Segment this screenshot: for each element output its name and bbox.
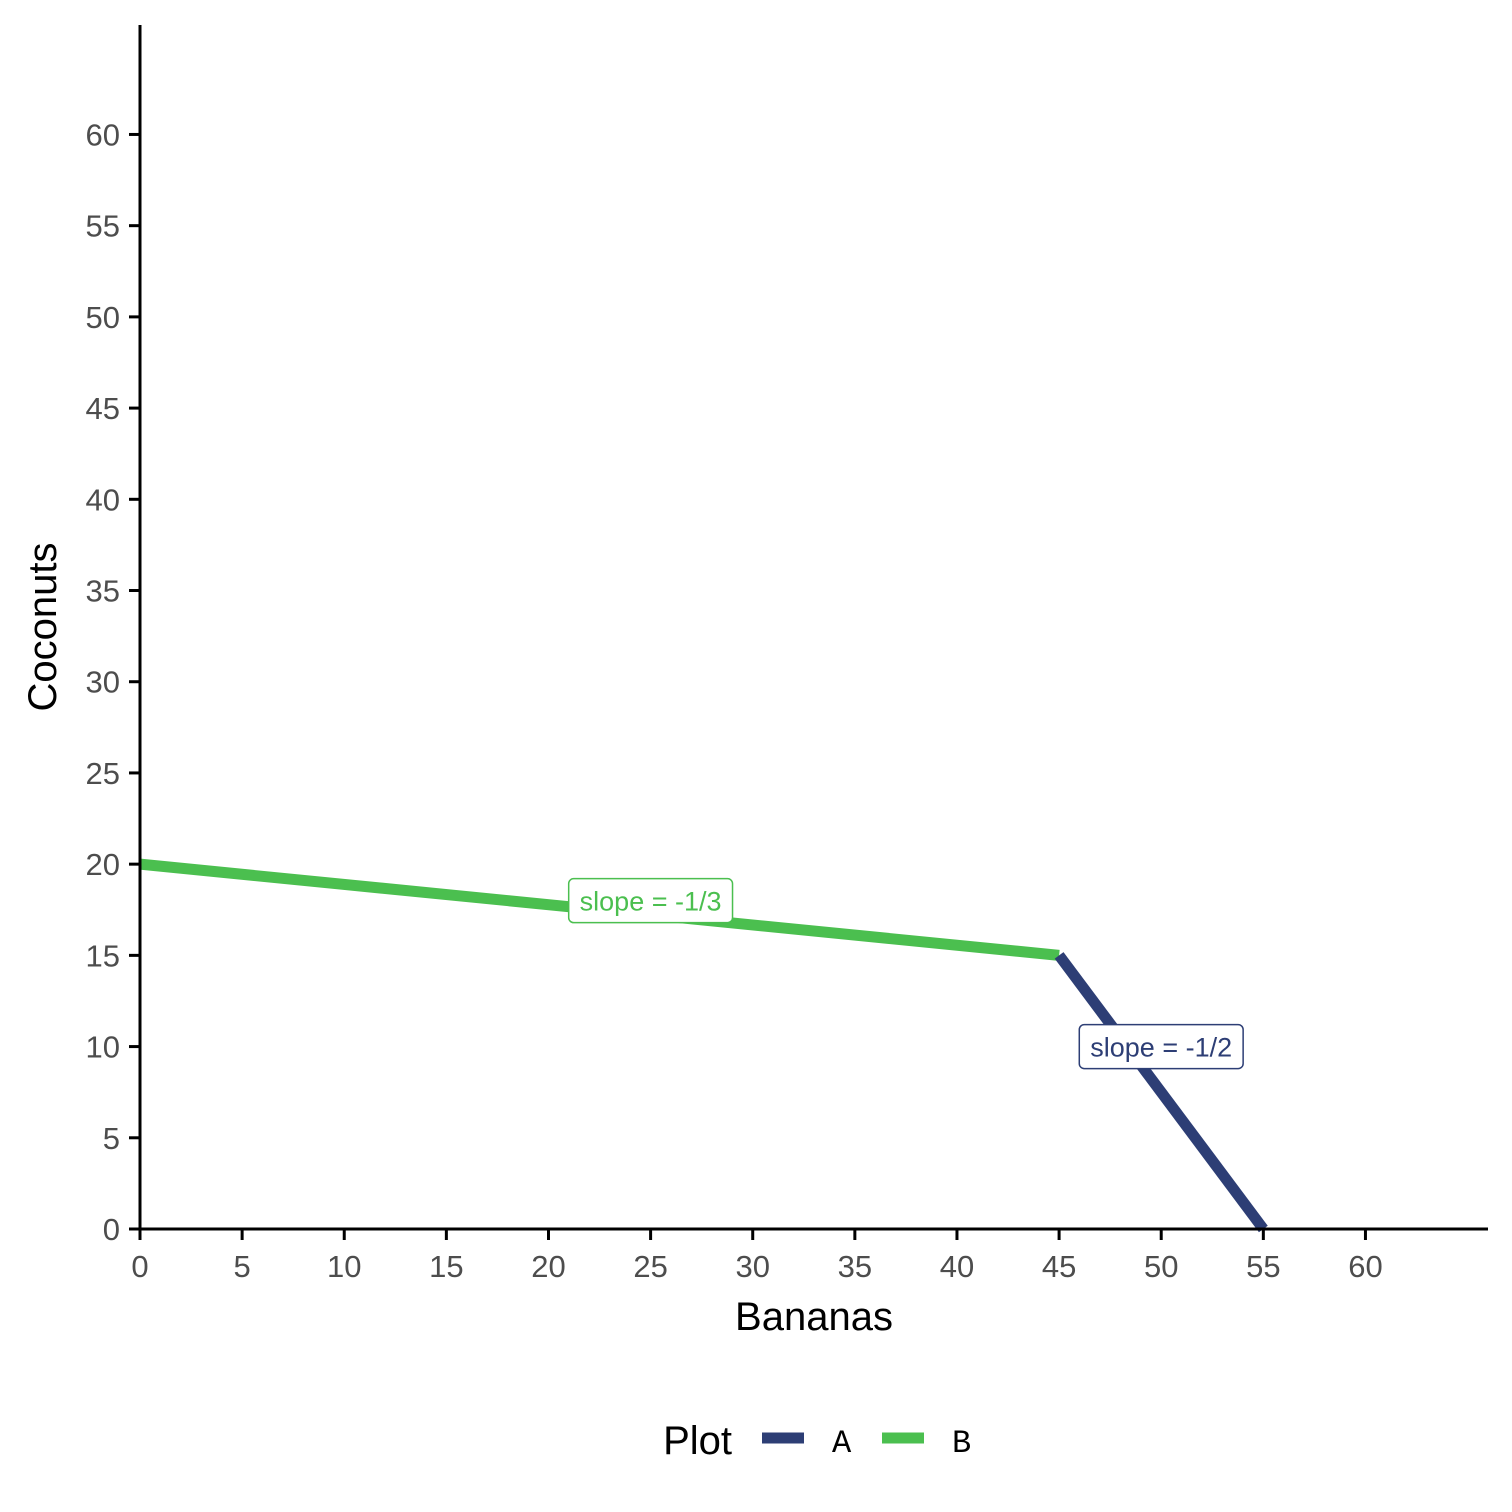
axes-layer: 0 5 10 15 20 25 30 35 40 45 50 55 60 0 5 10 15 20 25 30 35 40… [21,25,1488,1339]
legend-label-a: A [832,1425,852,1462]
y-tick-label: 20 [86,847,120,882]
annotation-text: slope = -1/2 [1090,1033,1232,1063]
x-tick-label: 50 [1144,1249,1178,1284]
series-line-a [1054,952,1268,1233]
annotation-label: slope = -1/2 [1078,1023,1244,1070]
x-tick-label: 35 [838,1249,872,1284]
x-tick-label: 55 [1246,1249,1280,1284]
legend-title: Plot [663,1419,732,1463]
x-axis-title: Bananas [735,1295,893,1339]
annotations-layer: slope = -1/3 slope = -1/2 [567,877,1244,1070]
x-tick-label: 25 [633,1249,667,1284]
y-tick-label: 45 [86,391,120,426]
y-axis-title: Coconuts [21,543,65,712]
y-tick-label: 5 [103,1121,120,1156]
annotation-label: slope = -1/3 [567,877,734,924]
x-tick-label: 60 [1348,1249,1382,1284]
x-tick-label: 15 [429,1249,463,1284]
y-tick-label: 40 [86,482,120,517]
annotation-box [567,877,734,924]
annotation-text: slope = -1/3 [580,887,722,917]
y-tick-label: 60 [86,117,120,152]
x-tick-label: 20 [531,1249,565,1284]
x-tick-label: 40 [940,1249,974,1284]
x-tick-label: 0 [131,1249,148,1284]
x-tick-label: 45 [1042,1249,1076,1284]
y-tick-label: 15 [86,938,120,973]
annotation-box [1078,1023,1244,1070]
y-tick-label: 35 [86,574,120,609]
y-tick-label: 10 [86,1030,120,1065]
x-tick-label: 10 [327,1249,361,1284]
y-tick-label: 25 [86,756,120,791]
y-tick-label: 0 [103,1212,120,1247]
legend: Plot A B [663,1419,971,1463]
x-tick-label: 30 [735,1249,769,1284]
x-tick-label: 5 [233,1249,250,1284]
legend-label-b: B [952,1425,971,1462]
y-tick-label: 50 [86,300,120,335]
y-tick-label: 30 [86,665,120,700]
y-tick-label: 55 [86,209,120,244]
